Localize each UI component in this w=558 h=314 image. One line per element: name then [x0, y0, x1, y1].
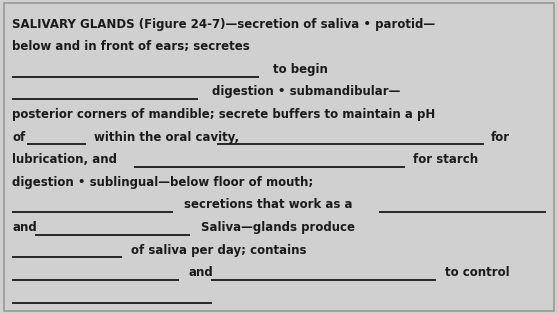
Text: to begin: to begin — [273, 63, 328, 76]
Text: digestion • submandibular—: digestion • submandibular— — [212, 85, 401, 99]
Text: for starch: for starch — [413, 153, 478, 166]
Text: secretions that work as a: secretions that work as a — [184, 198, 353, 212]
Text: to control: to control — [445, 266, 510, 279]
Text: lubrication, and: lubrication, and — [12, 153, 117, 166]
Text: of saliva per day; contains: of saliva per day; contains — [131, 244, 307, 257]
Text: within the oral cavity,: within the oral cavity, — [94, 131, 239, 144]
Text: and: and — [189, 266, 213, 279]
Text: and: and — [12, 221, 37, 234]
Text: below and in front of ears; secretes: below and in front of ears; secretes — [12, 40, 250, 53]
Text: digestion • sublingual—below floor of mouth;: digestion • sublingual—below floor of mo… — [12, 176, 314, 189]
Text: of: of — [12, 131, 26, 144]
Text: for: for — [491, 131, 510, 144]
Text: SALIVARY GLANDS (Figure 24-7)—secretion of saliva • parotid—: SALIVARY GLANDS (Figure 24-7)—secretion … — [12, 18, 435, 31]
Text: posterior corners of mandible; secrete buffers to maintain a pH: posterior corners of mandible; secrete b… — [12, 108, 436, 121]
Text: Saliva—glands produce: Saliva—glands produce — [201, 221, 355, 234]
